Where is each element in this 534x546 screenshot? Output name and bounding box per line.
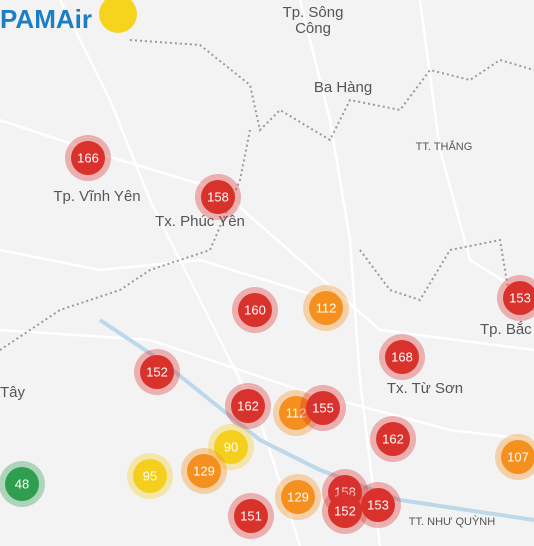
marker-label: 158 — [207, 189, 229, 204]
marker — [501, 440, 534, 474]
place-label: Tx. Phúc Yên — [155, 213, 245, 230]
marker-label: 166 — [77, 150, 99, 165]
marker — [5, 467, 39, 501]
marker-label: 153 — [367, 497, 389, 512]
place-label: Tây — [0, 384, 26, 401]
marker-label: 95 — [143, 468, 157, 483]
logo-badge — [99, 0, 137, 33]
marker-label: 160 — [244, 302, 266, 317]
marker — [279, 396, 313, 430]
marker — [231, 389, 265, 423]
place-label: Tx. Từ Sơn — [387, 380, 463, 397]
marker-label: 155 — [312, 400, 334, 415]
marker — [238, 293, 272, 327]
marker-label: 129 — [287, 489, 309, 504]
marker-label: 90 — [224, 439, 238, 454]
marker-label: 153 — [509, 290, 531, 305]
place-label: TT. THẮNG — [416, 140, 473, 153]
marker — [281, 480, 315, 514]
place-label: Tp. Vĩnh Yên — [53, 188, 140, 205]
place-label: Công — [295, 20, 331, 37]
marker — [201, 180, 235, 214]
marker-label: 129 — [193, 463, 215, 478]
marker — [385, 340, 419, 374]
marker-label: 152 — [146, 364, 168, 379]
marker — [361, 488, 395, 522]
marker — [214, 430, 248, 464]
marker-label: 152 — [334, 503, 356, 518]
marker-label: 162 — [237, 398, 259, 413]
marker-label: 112 — [286, 405, 307, 420]
logo: PAMAir — [0, 4, 92, 34]
place-label: TT. NHƯ QUỲNH — [409, 515, 495, 528]
place-label: Ba Hàng — [314, 79, 372, 96]
place-label: Tp. Bắc — [480, 321, 532, 338]
marker-label: 112 — [316, 300, 337, 315]
marker — [328, 494, 362, 528]
marker — [133, 459, 167, 493]
marker-label: 151 — [240, 508, 262, 523]
marker — [376, 422, 410, 456]
marker-label: 162 — [382, 431, 404, 446]
marker — [187, 454, 221, 488]
marker — [309, 291, 343, 325]
marker — [234, 499, 268, 533]
place-label: Tp. Sông — [283, 4, 344, 21]
marker — [306, 391, 340, 425]
marker — [71, 141, 105, 175]
marker-label: 48 — [15, 476, 29, 491]
marker-label: 107 — [507, 449, 529, 464]
marker-label: 168 — [391, 349, 413, 364]
marker — [503, 281, 534, 315]
marker — [140, 355, 174, 389]
markers: 166 158 160 112 153 152 168 162 112 155 162 90 95 129… — [0, 135, 534, 539]
